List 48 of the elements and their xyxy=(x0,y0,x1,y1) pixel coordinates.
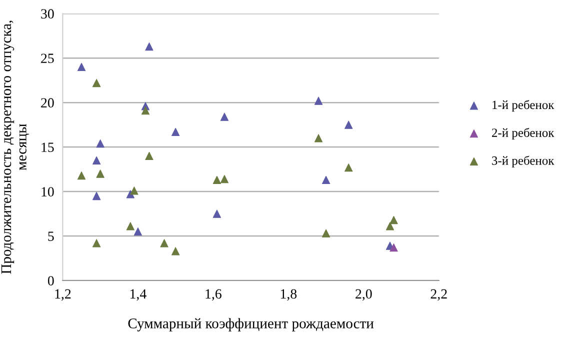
point xyxy=(126,222,134,230)
legend-label: 2-й ребенок xyxy=(492,128,554,140)
point xyxy=(145,152,154,160)
x-tick-label: 1,4 xyxy=(130,289,146,301)
legend-label: 1-й ребенок xyxy=(492,100,554,112)
y-tick-label: 5 xyxy=(48,232,54,241)
x-tick-label: 1,2 xyxy=(55,289,71,301)
point xyxy=(96,139,104,148)
point xyxy=(212,210,222,218)
point xyxy=(92,78,101,88)
x-axis-title: Суммарный коэффициент рождаемости xyxy=(128,318,374,332)
point xyxy=(160,239,168,248)
y-tick-label: 30 xyxy=(41,9,54,19)
point xyxy=(145,42,154,51)
point xyxy=(220,112,229,121)
point xyxy=(314,134,323,142)
x-tick-label: 1,8 xyxy=(280,289,297,301)
y-tick-label: 0 xyxy=(48,276,54,286)
x-tick-label: 2,0 xyxy=(356,289,372,301)
point xyxy=(390,216,398,224)
y-tick-label: 10 xyxy=(42,187,54,196)
point xyxy=(77,171,86,180)
point xyxy=(314,96,323,105)
point xyxy=(322,176,330,184)
point xyxy=(171,247,180,256)
point xyxy=(134,227,142,236)
x-tick-label: 1,6 xyxy=(206,289,222,301)
y-tick-label: 15 xyxy=(42,142,54,152)
point xyxy=(92,156,101,164)
point xyxy=(386,222,394,230)
point xyxy=(322,229,330,238)
x-tick-label: 2,2 xyxy=(430,289,447,301)
point xyxy=(92,192,101,200)
y-tick-label: 25 xyxy=(41,54,54,64)
point xyxy=(212,176,222,184)
point xyxy=(96,170,104,178)
point xyxy=(390,244,398,252)
point xyxy=(171,128,180,136)
y-axis-title: Продолжительность декретного отпуска, месяцы xyxy=(1,20,30,274)
point xyxy=(141,106,150,115)
y-tick-label: 20 xyxy=(41,98,54,108)
point xyxy=(220,174,229,184)
point xyxy=(130,186,138,195)
point xyxy=(77,62,86,72)
point xyxy=(344,120,353,129)
legend-label: 3-й ребенок xyxy=(492,156,554,168)
point xyxy=(92,239,101,248)
point xyxy=(344,163,353,172)
